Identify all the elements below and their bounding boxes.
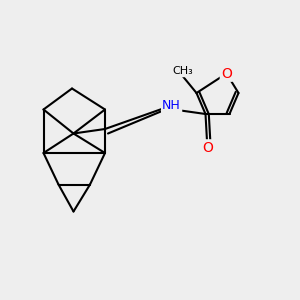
Text: CH₃: CH₃	[172, 66, 193, 76]
Text: NH: NH	[162, 99, 181, 112]
Text: O: O	[221, 67, 232, 80]
Text: O: O	[202, 141, 213, 154]
